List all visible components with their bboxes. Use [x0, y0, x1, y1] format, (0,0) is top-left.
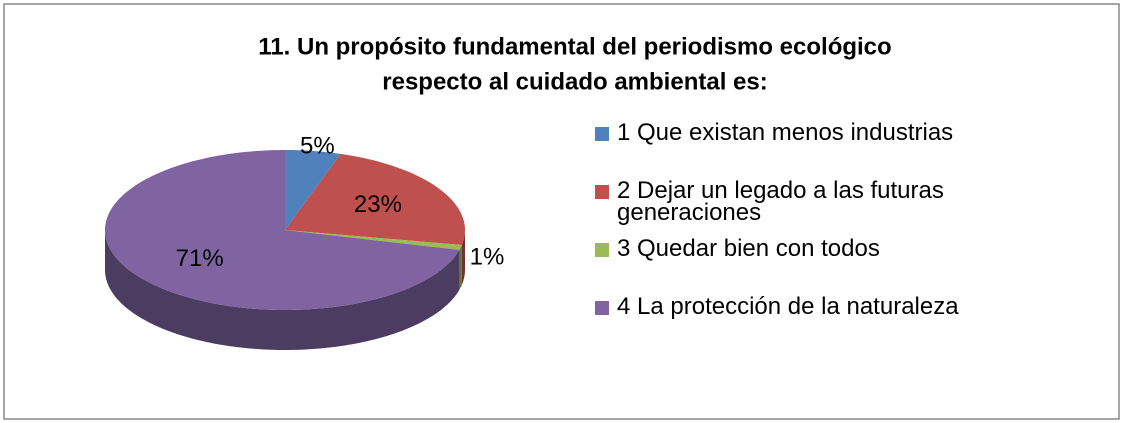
legend-item: 1 Que existan menos industrias — [595, 119, 1035, 180]
legend: 1 Que existan menos industrias 2 Dejar un… — [595, 119, 1035, 354]
legend-swatch — [595, 127, 609, 141]
data-label: 23% — [354, 191, 402, 218]
legend-label: 4 La protección de la naturaleza — [617, 293, 959, 320]
legend-label: 1 Que existan menos industrias — [617, 119, 954, 146]
legend-label: 3 Quedar bien con todos — [617, 235, 880, 262]
chart-title: 11. Un propósito fundamental del periodi… — [258, 33, 891, 60]
pie-side — [105, 230, 460, 350]
legend-item: 4 La protección de la naturaleza — [595, 293, 1035, 354]
pie-slice — [105, 150, 460, 310]
legend-swatch — [595, 243, 609, 257]
data-label: 5% — [300, 132, 335, 159]
data-label: 1% — [470, 243, 505, 270]
pie-side — [459, 244, 462, 290]
legend-swatch — [595, 301, 609, 315]
legend-item: 3 Quedar bien con todos — [595, 235, 1035, 296]
chart-title: respecto al cuidado ambiental es: — [382, 68, 767, 95]
legend-item: 2 Dejar un legado a las futuras generaci… — [595, 177, 1035, 238]
pie-slice — [285, 230, 462, 250]
legend-swatch — [595, 185, 609, 199]
pie-side — [461, 230, 465, 285]
pie-slice — [285, 150, 341, 230]
legend-label: 2 Dejar un legado a las futuras generaci… — [617, 177, 944, 226]
data-label: 71% — [176, 245, 224, 272]
pie-slice — [285, 153, 465, 245]
